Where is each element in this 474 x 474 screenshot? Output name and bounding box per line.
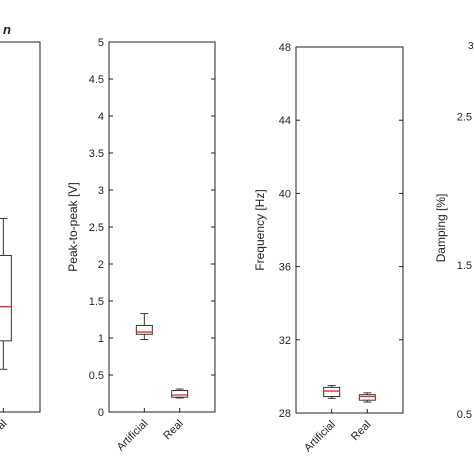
axes-frame (108, 41, 216, 413)
y-tick-label: 4 (98, 111, 104, 123)
y-tick-label: 44 (279, 115, 291, 127)
y-tick-label: 0.5 (457, 409, 472, 421)
y-tick-label: 2.5 (457, 111, 472, 123)
x-tick-label: Real (0, 418, 9, 442)
y-tick-label: 4.5 (89, 74, 104, 86)
y-axis-label: Peak-to-peak [V] (66, 182, 80, 271)
y-tick-label: 2 (98, 259, 104, 271)
y-tick-label: 2.5 (89, 222, 104, 234)
y-tick-label-cropped: 3 (468, 41, 474, 52)
y-tick-label: 32 (279, 335, 291, 347)
x-tick-label: Real (161, 418, 185, 442)
x-tick-label: Real (349, 419, 373, 443)
y-tick-label: 1.5 (89, 296, 104, 308)
chart-panel-3: 28 32 36 40 44 48 Frequency [Hz] Artificial Real (253, 42, 404, 455)
box-iqr (135, 324, 153, 335)
y-tick-label: 40 (279, 188, 291, 200)
axes-frame (0, 41, 41, 413)
y-tick-label: 0 (98, 407, 104, 419)
y-tick-label: 1.5 (457, 260, 472, 272)
y-tick-label: 3 (98, 185, 104, 197)
panel-letter: n (3, 22, 11, 37)
y-axis-label: Damping [%] (434, 194, 448, 263)
axes-frame (295, 46, 404, 414)
y-tick-label: 5 (98, 37, 104, 49)
y-tick-label: 3.5 (89, 148, 104, 160)
box-iqr (358, 394, 376, 401)
chart-panel-4: 0.5 1.5 2.5 Damping [%] (434, 111, 472, 421)
y-tick-label: 48 (279, 42, 291, 54)
box-iqr (171, 390, 189, 398)
chart-panel-2: 0 0.5 1 1.5 2 2.5 3 3.5 4 4.5 5 Peak-to-peak [V] Art… (66, 37, 216, 454)
y-tick-label: 36 (279, 262, 291, 274)
box-iqr (323, 386, 341, 398)
y-tick-label: 28 (279, 408, 291, 420)
y-tick-label: 1 (98, 333, 104, 345)
y-tick-label: 0.5 (89, 370, 104, 382)
box-iqr (0, 254, 12, 342)
x-tick-label: Artificial (302, 419, 338, 455)
x-tick-label: Artificial (115, 418, 151, 454)
y-axis-label: Frequency [Hz] (253, 189, 267, 270)
